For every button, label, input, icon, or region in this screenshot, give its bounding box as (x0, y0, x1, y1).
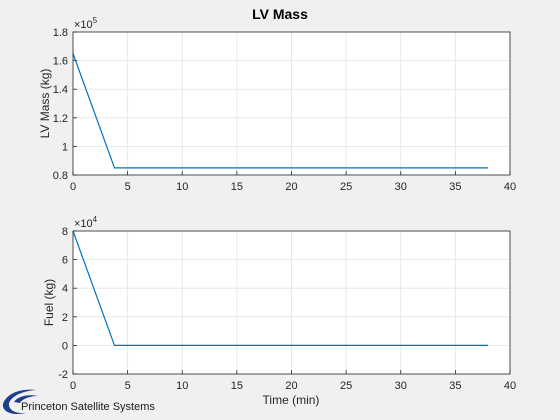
x-tick-label: 40 (504, 181, 516, 193)
y-tick-label: 6 (62, 255, 68, 267)
y-tick-label: 2 (62, 312, 68, 324)
x-tick-label: 30 (395, 380, 407, 392)
y-tick-label: 0.8 (53, 170, 68, 182)
logo-text: Princeton Satellite Systems (21, 401, 155, 413)
x-tick-label: 20 (285, 181, 297, 193)
x-tick-label: 40 (504, 380, 516, 392)
x-tick-label: 5 (125, 380, 131, 392)
x-tick-label: 0 (70, 380, 76, 392)
x-tick-label: 10 (176, 380, 188, 392)
x-tick-label: 30 (395, 181, 407, 193)
top-series-line (72, 53, 489, 169)
x-tick-label: 0 (70, 181, 76, 193)
top-y-axis-label: LV Mass (kg) (38, 69, 52, 139)
x-tick-label: 25 (340, 181, 352, 193)
x-tick-label: 20 (285, 380, 297, 392)
bottom-series-line (72, 230, 489, 346)
y-tick-label: 1.4 (53, 84, 68, 96)
bottom-axes-box (72, 230, 511, 375)
x-tick-label: 35 (449, 181, 461, 193)
y-tick-label: 8 (62, 226, 68, 238)
top-axes: 0 5 10 15 20 25 30 35 40 0.8 1 1.2 1.4 1.6 1.8 LV Mass… (38, 16, 516, 193)
x-tick-label: 25 (340, 380, 352, 392)
x-tick-label: 35 (449, 380, 461, 392)
top-axes-box (72, 31, 511, 176)
bottom-x-axis-label: Time (min) (263, 393, 320, 407)
x-tick-label: 10 (176, 181, 188, 193)
x-tick-label: 15 (231, 380, 243, 392)
y-tick-label: 1.2 (53, 113, 68, 125)
y-tick-label: 1.8 (53, 27, 68, 39)
x-tick-label: 5 (125, 181, 131, 193)
chart-title: LV Mass (252, 6, 308, 22)
princeton-satellite-systems-logo: Princeton Satellite Systems (2, 389, 155, 414)
orbit-swoosh-logo (2, 389, 38, 414)
y-tick-label: -2 (58, 369, 68, 381)
y-tick-label: 1.6 (53, 56, 68, 68)
top-exponent-label: ×105 (74, 16, 98, 31)
x-tick-label: 15 (231, 181, 243, 193)
y-tick-label: 4 (62, 283, 68, 295)
bottom-exponent-label: ×104 (74, 215, 98, 230)
top-ticks: 0 5 10 15 20 25 30 35 40 0.8 1 1.2 1.4 1.6 1.8 (53, 27, 516, 193)
y-tick-label: 0 (62, 340, 68, 352)
y-tick-label: 1 (62, 141, 68, 153)
bottom-y-axis-label: Fuel (kg) (42, 279, 56, 326)
